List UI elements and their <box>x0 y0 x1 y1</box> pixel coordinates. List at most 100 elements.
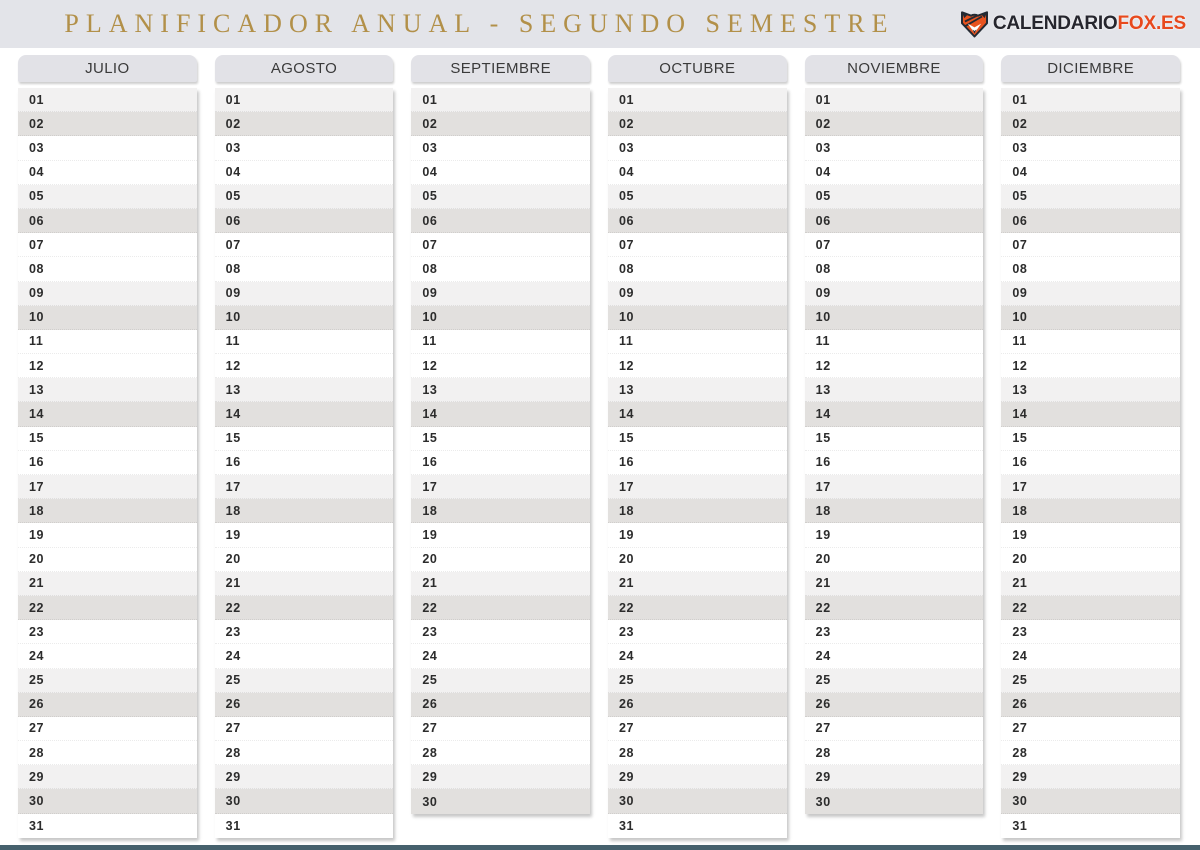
day-row: 29 <box>214 765 394 790</box>
day-row: 07 <box>608 233 787 258</box>
day-number: 20 <box>29 552 45 567</box>
day-number: 07 <box>619 237 635 252</box>
day-row: 17 <box>608 475 787 500</box>
day-number: 18 <box>29 503 45 518</box>
day-row: 20 <box>411 547 590 572</box>
day-row: 17 <box>214 475 394 500</box>
day-number: 07 <box>29 237 45 252</box>
day-row: 23 <box>804 620 984 645</box>
page-header: PLANIFICADOR ANUAL - SEGUNDO SEMESTRE CA… <box>0 0 1200 48</box>
day-row: 18 <box>18 499 197 524</box>
day-number: 29 <box>1012 769 1028 784</box>
day-number: 02 <box>225 116 241 131</box>
day-row: 23 <box>214 620 394 645</box>
day-number: 01 <box>225 92 241 107</box>
day-number: 09 <box>29 286 45 301</box>
day-row: 07 <box>804 233 984 258</box>
day-number: 25 <box>815 673 831 688</box>
day-number: 11 <box>619 334 634 349</box>
day-row: 01 <box>18 88 197 113</box>
day-number: 06 <box>29 213 45 228</box>
month-header: SEPTIEMBRE <box>411 55 590 82</box>
day-row: 12 <box>214 354 394 379</box>
day-row: 10 <box>608 305 787 330</box>
day-row: 11 <box>804 329 984 355</box>
day-row: 12 <box>411 354 590 379</box>
day-number: 27 <box>422 721 438 736</box>
day-row: 18 <box>608 499 787 524</box>
day-row: 23 <box>608 620 787 645</box>
day-row: 14 <box>608 402 787 427</box>
day-number: 14 <box>619 407 635 422</box>
month-days: 01 02 03 04 05 06 07 08 09 10 11 12 13 14 15 16 17 18 19 20… <box>1001 88 1180 838</box>
day-number: 03 <box>422 140 438 155</box>
day-number: 29 <box>422 769 438 784</box>
month-days: 01 02 03 04 05 06 07 08 09 10 11 12 13 14 15 16 17 18 19 20… <box>411 88 590 814</box>
page-title: PLANIFICADOR ANUAL - SEGUNDO SEMESTRE <box>64 9 895 38</box>
day-row: 22 <box>18 595 197 621</box>
day-row: 13 <box>804 378 984 403</box>
day-row: 13 <box>214 378 394 403</box>
day-row: 09 <box>18 281 197 306</box>
day-number: 03 <box>225 140 241 155</box>
day-row: 10 <box>1001 305 1180 330</box>
day-row: 05 <box>214 184 394 209</box>
day-number: 16 <box>619 455 635 470</box>
day-number: 01 <box>619 92 635 107</box>
day-number: 25 <box>225 673 241 688</box>
day-number: 21 <box>422 576 438 591</box>
day-row: 07 <box>1001 233 1180 258</box>
day-number: 11 <box>815 334 831 349</box>
day-row: 13 <box>608 378 787 403</box>
day-number: 26 <box>225 697 241 712</box>
day-row: 26 <box>18 692 197 717</box>
day-number: 24 <box>1012 648 1028 663</box>
day-number: 08 <box>225 261 241 276</box>
day-number: 04 <box>225 165 241 180</box>
month-title: NOVIEMBRE <box>847 60 941 77</box>
month-header: AGOSTO <box>214 55 394 82</box>
day-row: 13 <box>411 378 590 403</box>
day-number: 16 <box>225 455 241 470</box>
day-row: 09 <box>214 281 394 306</box>
day-number: 13 <box>29 382 45 397</box>
day-number: 07 <box>815 237 831 252</box>
day-number: 08 <box>815 261 831 276</box>
day-row: 10 <box>18 305 197 330</box>
day-row: 13 <box>18 378 197 403</box>
day-number: 27 <box>29 721 45 736</box>
day-row: 01 <box>1001 88 1180 113</box>
day-number: 08 <box>422 261 438 276</box>
day-row: 27 <box>1001 716 1180 742</box>
day-row: 16 <box>804 450 984 475</box>
day-row: 11 <box>411 329 590 355</box>
day-number: 20 <box>1012 552 1028 567</box>
day-number: 19 <box>29 527 45 542</box>
day-row: 05 <box>1001 184 1180 209</box>
day-number: 06 <box>225 213 241 228</box>
day-number: 07 <box>1012 237 1028 252</box>
day-row: 03 <box>18 136 197 161</box>
day-row: 18 <box>1001 499 1180 524</box>
day-number: 29 <box>225 769 241 784</box>
day-row: 28 <box>1001 741 1180 766</box>
day-number: 04 <box>815 165 831 180</box>
day-number: 25 <box>1012 673 1028 688</box>
day-number: 24 <box>619 648 635 663</box>
month-header: NOVIEMBRE <box>804 55 984 82</box>
day-row: 17 <box>18 475 197 500</box>
day-row: 04 <box>214 160 394 185</box>
month-column: OCTUBRE 01 02 03 04 05 06 07 08 09 10 11 12 13 14 15 16… <box>608 55 787 838</box>
day-row: 08 <box>1001 257 1180 282</box>
day-row: 09 <box>608 281 787 306</box>
day-row: 31 <box>214 813 394 838</box>
day-number: 15 <box>619 431 635 446</box>
day-number: 26 <box>29 697 45 712</box>
day-number: 21 <box>29 576 45 591</box>
day-row: 26 <box>608 692 787 717</box>
day-number: 05 <box>619 189 635 204</box>
day-number: 07 <box>422 237 438 252</box>
day-number: 14 <box>29 407 45 422</box>
day-number: 01 <box>29 92 45 107</box>
day-number: 27 <box>1012 721 1028 736</box>
